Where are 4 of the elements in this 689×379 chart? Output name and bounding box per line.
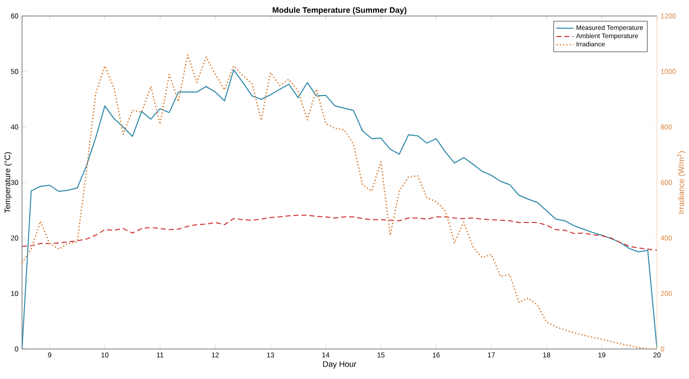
chart-title: Module Temperature (Summer Day) [272, 7, 406, 14]
x-axis-title: Day Hour [323, 361, 356, 369]
y2-axis-title: Irradiance (W/m$^{2}$) [676, 151, 686, 214]
y-axis-title: Temperature (°C) [4, 152, 12, 214]
